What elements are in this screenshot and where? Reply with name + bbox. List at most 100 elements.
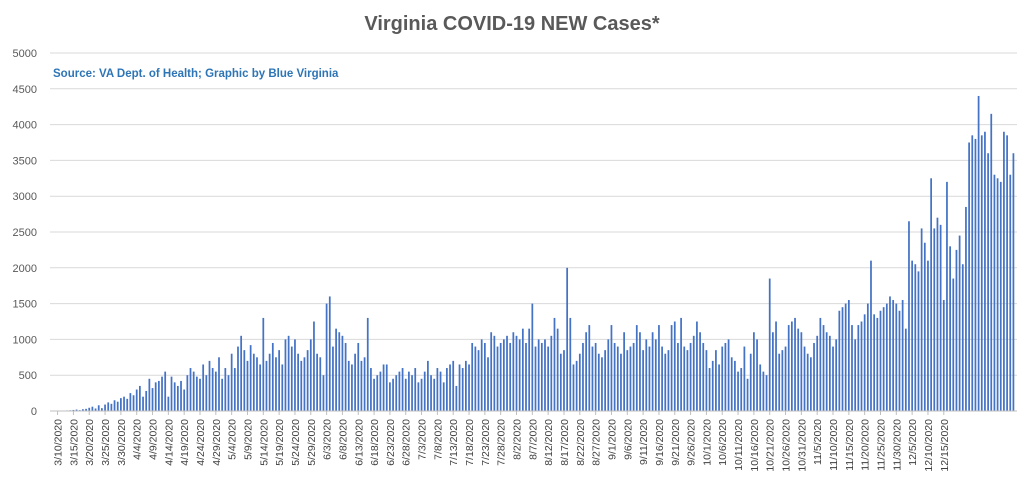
bar bbox=[784, 346, 787, 411]
x-tick-label: 7/23/2020 bbox=[480, 419, 492, 466]
bar bbox=[458, 364, 461, 411]
bar bbox=[85, 408, 87, 411]
bar bbox=[613, 342, 616, 411]
bar bbox=[309, 339, 312, 411]
bar bbox=[265, 360, 268, 411]
bar bbox=[411, 375, 413, 411]
bar bbox=[256, 357, 258, 411]
bar bbox=[142, 396, 144, 411]
chart-source-note: Source: VA Dept. of Health; Graphic by B… bbox=[53, 68, 339, 80]
bar bbox=[654, 339, 657, 411]
bar bbox=[787, 325, 790, 411]
bar bbox=[715, 350, 717, 411]
y-tick-label: 4500 bbox=[13, 84, 37, 96]
bar bbox=[651, 332, 654, 411]
bar bbox=[249, 345, 252, 411]
bar bbox=[230, 353, 233, 411]
y-tick-label: 1000 bbox=[13, 334, 37, 346]
bar bbox=[841, 307, 844, 411]
bar bbox=[357, 342, 360, 411]
bar bbox=[509, 342, 512, 411]
bar bbox=[493, 335, 496, 411]
bar bbox=[306, 350, 309, 411]
bar bbox=[237, 346, 239, 411]
bar bbox=[139, 385, 141, 411]
bar bbox=[917, 271, 920, 411]
bar bbox=[828, 335, 831, 411]
bar bbox=[588, 325, 591, 411]
bar bbox=[854, 339, 857, 411]
bar bbox=[186, 375, 189, 411]
x-tick-label: 4/19/2020 bbox=[179, 419, 191, 466]
bar bbox=[202, 364, 205, 411]
bar bbox=[354, 353, 356, 411]
bar bbox=[449, 364, 451, 411]
bar bbox=[427, 360, 429, 411]
bar bbox=[648, 346, 651, 411]
bar bbox=[72, 409, 75, 411]
y-tick-label: 3500 bbox=[13, 155, 37, 167]
bar bbox=[389, 382, 391, 411]
x-tick-label: 5/9/2020 bbox=[242, 419, 254, 460]
bar bbox=[984, 131, 986, 411]
bar bbox=[952, 278, 955, 411]
x-tick-label: 10/1/2020 bbox=[701, 419, 713, 466]
bar bbox=[661, 346, 663, 411]
bar bbox=[208, 360, 211, 411]
bar bbox=[471, 342, 474, 411]
bar bbox=[167, 396, 170, 411]
bar bbox=[335, 328, 337, 411]
bar bbox=[686, 350, 689, 411]
x-tick-label: 3/30/2020 bbox=[116, 419, 128, 466]
bar bbox=[537, 339, 540, 411]
bar bbox=[531, 303, 534, 411]
bar bbox=[838, 310, 841, 411]
bar bbox=[664, 353, 667, 411]
bar bbox=[642, 350, 644, 411]
bar bbox=[297, 353, 299, 411]
bar bbox=[980, 135, 983, 411]
bar bbox=[632, 342, 635, 411]
bar bbox=[192, 371, 195, 411]
y-tick-label: 3000 bbox=[13, 191, 37, 203]
bar bbox=[227, 375, 230, 411]
bar bbox=[582, 342, 584, 411]
bar bbox=[332, 346, 334, 411]
x-tick-label: 5/29/2020 bbox=[306, 419, 318, 466]
bar bbox=[240, 335, 243, 411]
bar bbox=[607, 339, 610, 411]
bar bbox=[594, 342, 597, 411]
bar bbox=[385, 364, 388, 411]
bar bbox=[873, 314, 876, 411]
bar bbox=[398, 371, 401, 411]
bar bbox=[300, 360, 303, 411]
bar bbox=[927, 260, 929, 411]
bar bbox=[645, 339, 648, 411]
bar bbox=[82, 409, 84, 411]
x-tick-label: 9/21/2020 bbox=[670, 419, 682, 466]
bar bbox=[892, 300, 895, 411]
bar bbox=[370, 368, 372, 411]
bar bbox=[996, 178, 999, 411]
x-tick-label: 4/24/2020 bbox=[195, 419, 207, 466]
bar bbox=[157, 380, 160, 411]
bar bbox=[148, 378, 151, 411]
x-tick-label: 7/28/2020 bbox=[496, 419, 508, 466]
bar bbox=[968, 142, 970, 411]
bar bbox=[97, 405, 100, 411]
x-tick-label: 6/18/2020 bbox=[369, 419, 381, 466]
bar bbox=[135, 389, 138, 411]
bar bbox=[673, 321, 676, 411]
bar bbox=[287, 335, 290, 411]
bar bbox=[885, 303, 888, 411]
bar bbox=[930, 178, 932, 411]
x-tick-label: 8/17/2020 bbox=[559, 419, 571, 466]
bar bbox=[971, 135, 974, 411]
bar bbox=[775, 321, 777, 411]
x-tick-label: 11/15/2020 bbox=[844, 419, 856, 471]
bar bbox=[363, 357, 366, 411]
bar bbox=[120, 398, 122, 411]
x-tick-label: 9/26/2020 bbox=[686, 419, 698, 466]
bar bbox=[224, 368, 227, 411]
bar bbox=[382, 364, 385, 411]
